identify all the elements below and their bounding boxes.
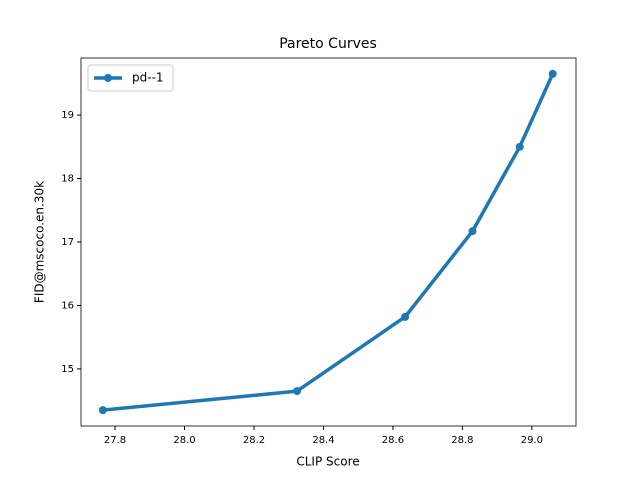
data-point [98, 406, 107, 415]
y-axis-label: FID@mscoco.en.30k [33, 181, 47, 303]
x-tick-label: 28.8 [451, 435, 473, 446]
y-tick-label: 18 [61, 174, 74, 185]
plot-frame [80, 57, 577, 427]
y-tick-label: 17 [61, 237, 74, 248]
data-point [293, 387, 302, 396]
legend-label: pd--1 [132, 71, 164, 85]
y-tick-label: 15 [61, 364, 74, 375]
data-point [401, 312, 410, 321]
legend-marker [104, 74, 112, 82]
x-axis-label: CLIP Score [296, 455, 359, 469]
data-point [468, 227, 477, 236]
data-point [515, 142, 524, 151]
legend-box [87, 64, 174, 92]
x-tick-label: 28.4 [312, 435, 334, 446]
x-tick-label: 28.6 [382, 435, 404, 446]
x-tick-label: 29.0 [521, 435, 543, 446]
data-point [548, 69, 557, 78]
series-line [102, 73, 555, 412]
x-tick-label: 28.2 [243, 435, 265, 446]
x-tick-label: 27.8 [104, 435, 126, 446]
x-tick-label: 28.0 [173, 435, 195, 446]
chart-title: Pareto Curves [279, 36, 377, 52]
y-tick-label: 19 [61, 110, 74, 121]
y-tick-label: 16 [61, 300, 74, 311]
